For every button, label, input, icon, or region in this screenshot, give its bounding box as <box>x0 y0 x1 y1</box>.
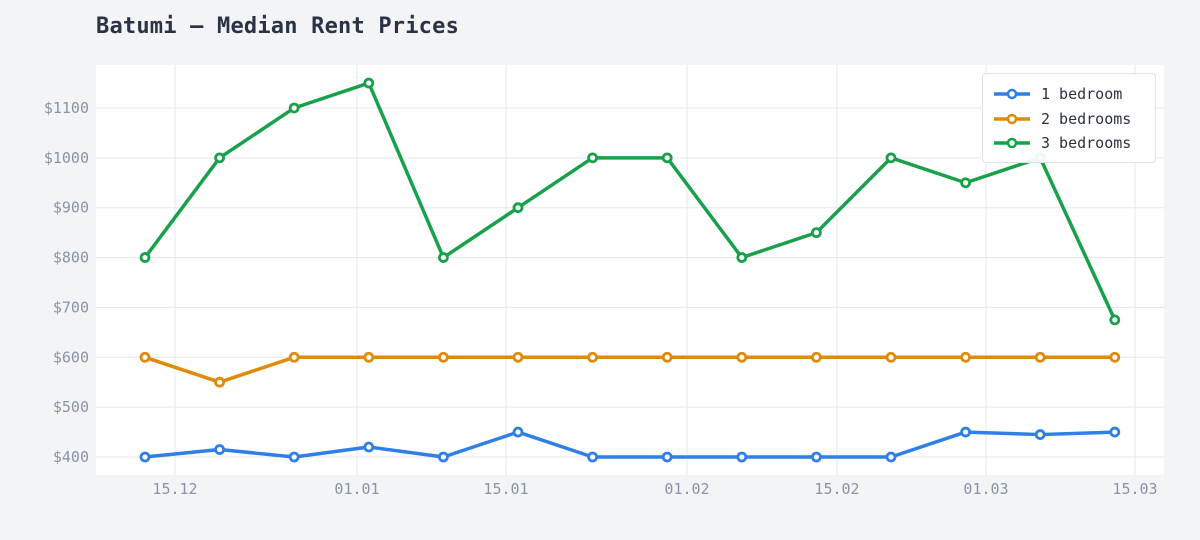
x-axis-ticks: 15.12 01.01 15.01 01.02 15.02 01.03 15.03 <box>152 480 1157 498</box>
line-marker-icon <box>994 89 1030 100</box>
y-tick-label: $800 <box>53 249 89 267</box>
data-point[interactable] <box>960 351 971 363</box>
data-point[interactable] <box>363 77 375 89</box>
data-point[interactable] <box>661 351 673 363</box>
series-line-2-bedrooms <box>144 355 1115 384</box>
line-marker-icon <box>994 113 1030 124</box>
data-point[interactable] <box>960 426 971 438</box>
y-axis-ticks: $400 $500 $600 $700 $800 $900 $1000 $1100 <box>44 99 89 466</box>
x-tick-label: 01.01 <box>334 480 379 498</box>
data-point[interactable] <box>363 441 375 453</box>
chart-title: Batumi — Median Rent Prices <box>96 14 460 39</box>
y-tick-label: $1000 <box>44 149 89 167</box>
data-point[interactable] <box>885 351 897 363</box>
data-point[interactable] <box>960 177 971 189</box>
data-point[interactable] <box>587 152 598 164</box>
data-point[interactable] <box>288 102 300 114</box>
x-tick-label: 01.02 <box>664 480 709 498</box>
legend-item-2-bedrooms[interactable]: 2 bedrooms <box>994 107 1155 132</box>
data-point[interactable] <box>214 152 226 164</box>
data-point[interactable] <box>139 451 151 463</box>
data-point[interactable] <box>512 351 524 363</box>
series-line-3-bedrooms <box>143 81 1117 321</box>
data-point[interactable] <box>437 252 449 263</box>
legend-label: 2 bedrooms <box>1041 109 1132 128</box>
series-lines <box>139 77 1121 463</box>
data-point[interactable] <box>512 202 524 214</box>
data-point[interactable] <box>214 444 226 455</box>
data-point[interactable] <box>661 451 673 463</box>
legend-item-1-bedroom[interactable]: 1 bedroom <box>994 82 1155 107</box>
x-tick-label: 15.12 <box>152 480 197 498</box>
legend: 1 bedroom 2 bedrooms 3 bedrooms <box>982 73 1156 163</box>
data-point[interactable] <box>587 451 598 463</box>
y-tick-label: $1100 <box>44 99 89 117</box>
y-tick-label: $900 <box>53 199 89 217</box>
x-tick-label: 15.01 <box>483 480 528 498</box>
data-point[interactable] <box>288 351 300 363</box>
data-point[interactable] <box>437 351 449 363</box>
data-point[interactable] <box>811 451 822 463</box>
data-point[interactable] <box>1109 314 1121 326</box>
data-point[interactable] <box>661 152 673 164</box>
data-point[interactable] <box>587 351 598 363</box>
data-point[interactable] <box>288 451 300 463</box>
data-point[interactable] <box>437 451 449 463</box>
data-point[interactable] <box>736 252 748 263</box>
data-point[interactable] <box>736 451 748 463</box>
series-line-1-bedroom <box>144 430 1115 459</box>
data-point[interactable] <box>1034 429 1046 440</box>
data-point[interactable] <box>363 351 375 363</box>
y-tick-label: $500 <box>53 398 89 416</box>
x-tick-label: 01.03 <box>963 480 1008 498</box>
data-point[interactable] <box>1109 426 1121 438</box>
data-point[interactable] <box>139 252 151 263</box>
y-tick-label: $400 <box>53 448 89 466</box>
data-point[interactable] <box>512 426 524 438</box>
data-point[interactable] <box>214 376 226 388</box>
data-point[interactable] <box>811 351 822 363</box>
x-tick-label: 15.03 <box>1112 480 1157 498</box>
legend-label: 1 bedroom <box>1041 85 1123 104</box>
data-point[interactable] <box>885 152 897 164</box>
legend-item-3-bedrooms[interactable]: 3 bedrooms <box>994 131 1155 156</box>
y-tick-label: $700 <box>53 298 89 316</box>
data-point[interactable] <box>1034 351 1046 363</box>
data-point[interactable] <box>736 351 748 363</box>
data-point[interactable] <box>139 351 151 363</box>
data-point[interactable] <box>1109 351 1121 363</box>
y-tick-label: $600 <box>53 348 89 366</box>
data-point[interactable] <box>885 451 897 463</box>
line-marker-icon <box>994 138 1030 149</box>
x-tick-label: 15.02 <box>814 480 859 498</box>
legend-label: 3 bedrooms <box>1041 134 1132 153</box>
data-point[interactable] <box>811 227 822 239</box>
